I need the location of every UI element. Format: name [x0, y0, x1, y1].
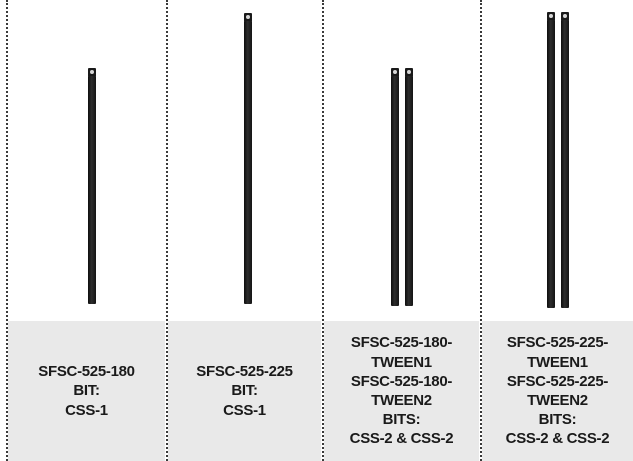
caption-line: BITS: — [538, 411, 577, 429]
caption-line: TWEEN1 — [371, 353, 432, 371]
rod-cap-icon — [405, 68, 413, 77]
product-caption: SFSC-525-180- TWEEN1 SFSC-525-180- TWEEN… — [350, 333, 454, 448]
caption-line: TWEEN2 — [371, 392, 432, 409]
rod-cap-icon — [391, 68, 399, 77]
rod-cap-icon — [88, 68, 96, 77]
product-image-area — [168, 0, 321, 321]
caption-line: SFSC-525-225- — [506, 372, 609, 390]
product-image-area — [8, 0, 165, 321]
product-panel-1: SFSC-525-180 BIT: CSS-1 — [8, 0, 165, 461]
product-caption: SFSC-525-225 BIT: CSS-1 — [196, 362, 293, 420]
rod-shaft — [244, 21, 252, 304]
caption-line: TWEEN2 — [527, 392, 588, 409]
rod-shaft — [391, 76, 399, 306]
caption-line: SFSC-525-225- — [506, 334, 609, 352]
caption-box: SFSC-525-225- TWEEN1 SFSC-525-225- TWEEN… — [482, 321, 633, 461]
product-image-area — [482, 0, 633, 321]
product-panel-3: SFSC-525-180- TWEEN1 SFSC-525-180- TWEEN… — [324, 0, 479, 461]
caption-line: CSS-1 — [65, 401, 108, 419]
rod-shaft — [405, 76, 413, 306]
caption-line: BITS: — [382, 411, 421, 429]
caption-line: CSS-1 — [223, 401, 266, 419]
rod-shaft — [547, 20, 555, 308]
caption-line: CSS-2 & CSS-2 — [505, 430, 610, 448]
caption-line: SFSC-525-225 — [196, 363, 293, 381]
rod-cap-icon — [561, 12, 569, 21]
column-divider — [6, 0, 8, 461]
caption-line: BIT: — [73, 382, 100, 400]
caption-box: SFSC-525-225 BIT: CSS-1 — [168, 321, 321, 461]
rod-shaft — [561, 20, 569, 308]
product-caption: SFSC-525-225- TWEEN1 SFSC-525-225- TWEEN… — [506, 333, 610, 448]
product-panel-2: SFSC-525-225 BIT: CSS-1 — [168, 0, 321, 461]
rod-cap-icon — [547, 12, 555, 21]
caption-line: SFSC-525-180- — [350, 372, 453, 390]
caption-box: SFSC-525-180 BIT: CSS-1 — [8, 321, 165, 461]
caption-line: SFSC-525-180 — [38, 363, 135, 381]
column-divider — [480, 0, 482, 461]
caption-box: SFSC-525-180- TWEEN1 SFSC-525-180- TWEEN… — [324, 321, 479, 461]
caption-line: SFSC-525-180- — [350, 334, 453, 352]
product-caption: SFSC-525-180 BIT: CSS-1 — [38, 362, 135, 420]
caption-line: BIT: — [231, 382, 258, 400]
caption-line: TWEEN1 — [527, 353, 588, 371]
product-image-area — [324, 0, 479, 321]
column-divider — [166, 0, 168, 461]
rod-cap-icon — [244, 13, 252, 22]
column-divider — [322, 0, 324, 461]
rod-shaft — [88, 76, 96, 304]
product-panel-4: SFSC-525-225- TWEEN1 SFSC-525-225- TWEEN… — [482, 0, 633, 461]
caption-line: CSS-2 & CSS-2 — [349, 430, 454, 448]
